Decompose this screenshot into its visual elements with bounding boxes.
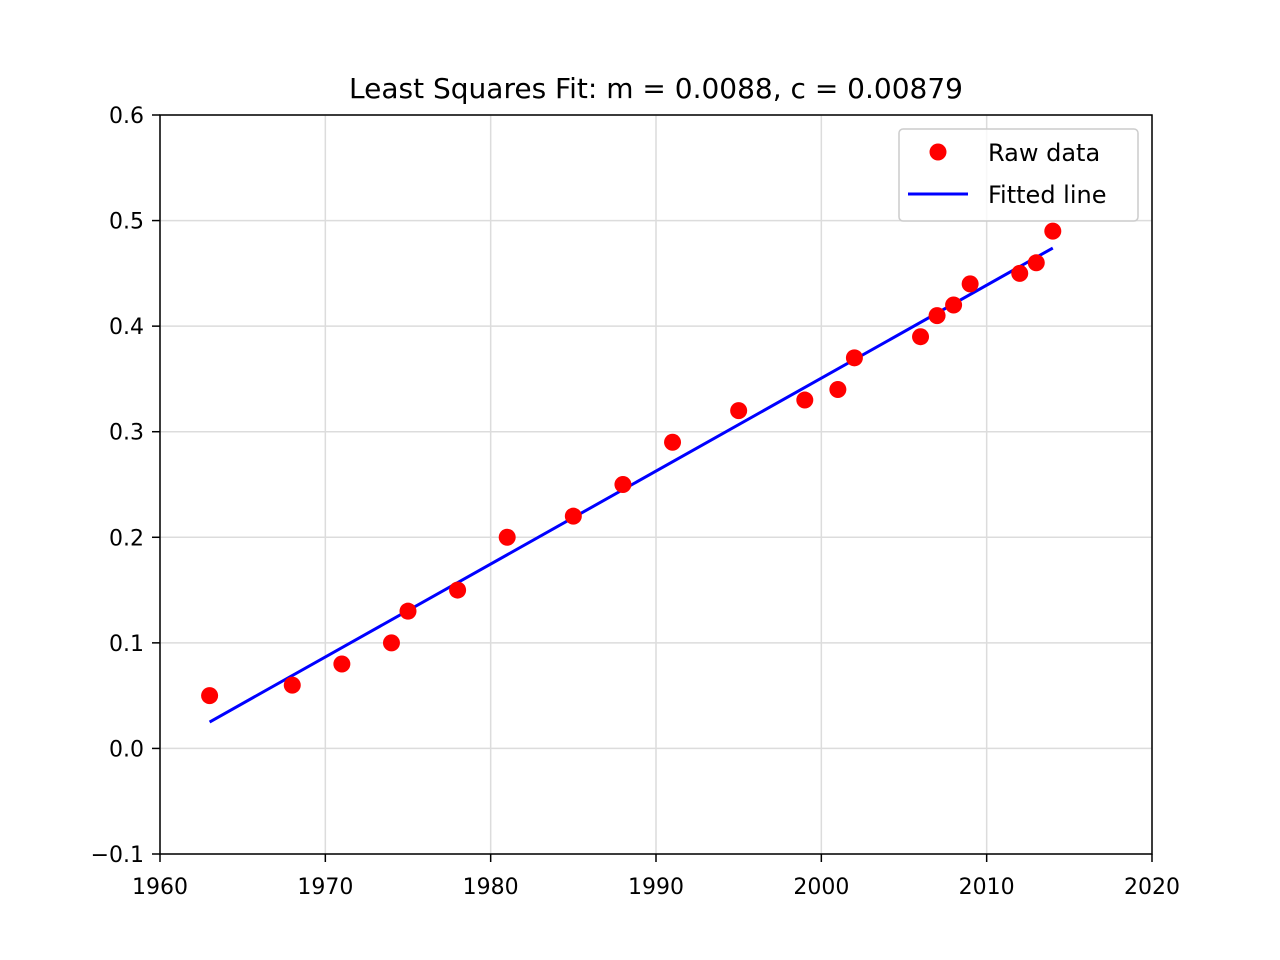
y-tick-label: 0.3 — [109, 421, 144, 446]
x-tick-label: 1980 — [463, 875, 519, 900]
legend-box — [898, 128, 1139, 222]
raw-data-point — [399, 602, 417, 620]
raw-data-point — [449, 581, 467, 599]
raw-data-point — [614, 476, 632, 493]
x-axis: 1960 1970 1980 1990 2000 2010 2020 — [132, 854, 1180, 900]
raw-data-layer — [201, 222, 1062, 705]
y-tick-label: 0.4 — [109, 315, 144, 340]
y-tick-label: 0.0 — [109, 737, 144, 762]
raw-data-point — [928, 307, 946, 325]
raw-data-point — [730, 402, 748, 420]
raw-data-point — [796, 391, 814, 409]
raw-data-point — [564, 507, 582, 525]
legend-fitted-line-label: Fitted line — [988, 181, 1107, 209]
y-tick-label: 0.2 — [109, 526, 144, 551]
x-tick-label: 1960 — [132, 875, 188, 900]
raw-data-point — [333, 655, 351, 673]
y-tick-label: −0.1 — [91, 843, 144, 868]
x-tick-label: 2020 — [1124, 875, 1180, 900]
x-tick-label: 2000 — [793, 875, 849, 900]
y-tick-label: 0.5 — [109, 210, 144, 235]
raw-data-point — [845, 349, 863, 367]
raw-data-point — [945, 296, 963, 314]
raw-data-point — [961, 275, 979, 293]
chart-title: Least Squares Fit: m = 0.0088, c = 0.008… — [349, 72, 963, 105]
raw-data-point — [283, 676, 301, 694]
raw-data-point — [1044, 222, 1062, 240]
legend: Raw data Fitted line — [898, 128, 1139, 222]
x-tick-label: 1970 — [297, 875, 353, 900]
raw-data-point — [382, 634, 400, 652]
raw-data-point — [1011, 264, 1029, 282]
y-axis: −0.1 0.0 0.1 0.2 0.3 0.4 0.5 0.6 — [91, 104, 160, 868]
raw-data-point — [829, 380, 847, 398]
legend-raw-data-marker — [929, 143, 947, 161]
raw-data-point — [201, 687, 219, 705]
raw-data-point — [498, 528, 516, 546]
raw-data-point — [664, 433, 682, 451]
y-tick-label: 0.6 — [109, 104, 144, 129]
x-tick-label: 1990 — [628, 875, 684, 900]
raw-data-point — [1027, 254, 1045, 272]
raw-data-point — [912, 328, 930, 346]
grid-layer — [159, 114, 1153, 855]
y-tick-label: 0.1 — [109, 632, 144, 657]
x-tick-label: 2010 — [959, 875, 1015, 900]
legend-raw-data-label: Raw data — [988, 139, 1100, 167]
